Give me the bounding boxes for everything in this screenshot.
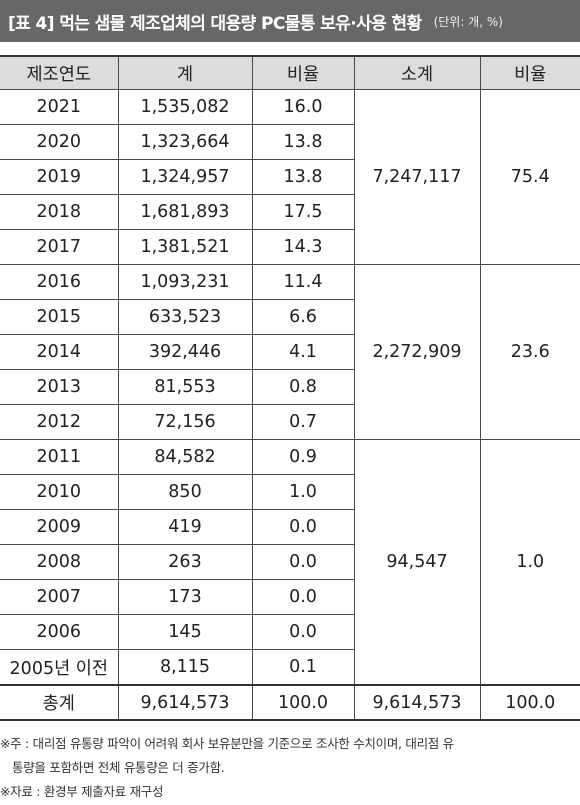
year-cell: 2007 <box>0 579 119 615</box>
ratio-cell: 13.8 <box>251 124 354 160</box>
col-header-count: 계 <box>117 55 253 90</box>
count-cell: 145 <box>117 614 253 650</box>
year-cell: 2016 <box>0 264 119 300</box>
ratio-cell: 4.1 <box>251 334 354 370</box>
group-subtotal-cell: 94,547 <box>353 439 481 686</box>
year-cell: 2011 <box>0 439 119 475</box>
ratio-cell: 11.4 <box>251 264 355 300</box>
table-row: 2008 263 0.0 <box>0 544 580 580</box>
table-notes: ※주 : 대리점 유통량 파악이 어려워 회사 보유분만을 기준으로 조사한 수… <box>0 732 580 804</box>
group-ratio-cell: 23.6 <box>479 264 580 440</box>
group-subtotal-cell: 2,272,909 <box>353 264 481 440</box>
ratio-cell: 0.7 <box>251 404 354 440</box>
ratio-cell: 0.1 <box>251 649 354 686</box>
ratio-cell: 17.5 <box>251 194 354 230</box>
count-cell: 1,535,082 <box>117 89 253 125</box>
ratio-cell: 0.0 <box>251 579 354 615</box>
col-header-ratio: 비율 <box>251 55 355 90</box>
year-cell: 2021 <box>0 89 119 125</box>
count-cell: 633,523 <box>117 299 253 335</box>
year-cell: 2008 <box>0 544 119 580</box>
count-cell: 419 <box>117 509 253 545</box>
table-title-bar: [표 4] 먹는 샘물 제조업체의 대용량 PC물통 보유·사용 현황 (단위:… <box>0 0 580 42</box>
table-row: 2017 1,381,521 14.3 <box>0 229 580 265</box>
table-row: 2020 1,323,664 13.8 <box>0 124 580 160</box>
ratio-cell: 0.0 <box>251 509 354 545</box>
table-row: 2005년 이전 8,115 0.1 <box>0 649 580 686</box>
year-cell: 2009 <box>0 509 119 545</box>
table-row: 2021 1,535,082 16.0 7,247,117 75.4 <box>0 89 580 265</box>
year-cell: 2017 <box>0 229 119 265</box>
year-cell: 2006 <box>0 614 119 650</box>
note-line-2: 통량을 포함하면 전체 유통량은 더 증가함. <box>12 760 225 775</box>
note-line-1: ※주 : 대리점 유통량 파악이 어려워 회사 보유분만을 기준으로 조사한 수… <box>0 736 454 751</box>
pc-bottle-table: 제조연도 계 비율 소계 비율 2021 1,535,082 16.0 7,24… <box>0 55 580 721</box>
ratio-cell: 16.0 <box>251 89 355 125</box>
count-cell: 173 <box>117 579 253 615</box>
total-count: 9,614,573 <box>117 684 253 721</box>
count-cell: 81,553 <box>117 369 253 405</box>
col-header-subtotal-ratio: 비율 <box>479 55 580 90</box>
year-cell: 2013 <box>0 369 119 405</box>
year-cell: 2020 <box>0 124 119 160</box>
ratio-cell: 1.0 <box>251 474 354 510</box>
count-cell: 1,093,231 <box>117 264 253 300</box>
ratio-cell: 0.0 <box>251 544 354 580</box>
group-ratio-cell: 1.0 <box>479 439 580 686</box>
year-cell: 2012 <box>0 404 119 440</box>
group-subtotal-cell: 7,247,117 <box>353 89 481 265</box>
year-cell: 2018 <box>0 194 119 230</box>
source-note: ※자료 : 환경부 제출자료 재구성 <box>0 784 164 799</box>
count-cell: 1,324,957 <box>117 159 253 195</box>
count-cell: 84,582 <box>117 439 253 475</box>
total-label: 총계 <box>0 684 119 721</box>
unit-label: (단위: 개, %) <box>433 14 503 29</box>
year-cell: 2014 <box>0 334 119 370</box>
ratio-cell: 0.8 <box>251 369 354 405</box>
table-row: 2013 81,553 0.8 <box>0 369 580 405</box>
group-ratio-cell: 75.4 <box>479 89 580 265</box>
year-cell: 2010 <box>0 474 119 510</box>
ratio-cell: 0.9 <box>251 439 355 475</box>
table-row: 2012 72,156 0.7 <box>0 404 580 440</box>
total-subtotal: 9,614,573 <box>353 684 481 721</box>
ratio-cell: 0.0 <box>251 614 354 650</box>
count-cell: 850 <box>117 474 253 510</box>
year-cell: 2019 <box>0 159 119 195</box>
col-header-year: 제조연도 <box>0 55 119 90</box>
table-row: 2019 1,324,957 13.8 <box>0 159 580 195</box>
count-cell: 1,323,664 <box>117 124 253 160</box>
count-cell: 1,381,521 <box>117 229 253 265</box>
table-row: 2010 850 1.0 <box>0 474 580 510</box>
table-row: 2016 1,093,231 11.4 2,272,909 23.6 <box>0 264 580 440</box>
count-cell: 1,681,893 <box>117 194 253 230</box>
total-ratio: 100.0 <box>251 684 355 721</box>
count-cell: 72,156 <box>117 404 253 440</box>
total-row: 총계 9,614,573 100.0 9,614,573 100.0 <box>0 684 580 721</box>
table-row: 2007 173 0.0 <box>0 579 580 615</box>
table-row: 2006 145 0.0 <box>0 614 580 650</box>
table-header-row: 제조연도 계 비율 소계 비율 <box>0 55 580 90</box>
ratio-cell: 13.8 <box>251 159 354 195</box>
year-cell: 2005년 이전 <box>0 649 119 686</box>
total-subtotal-ratio: 100.0 <box>479 684 580 721</box>
year-cell: 2015 <box>0 299 119 335</box>
ratio-cell: 14.3 <box>251 229 354 265</box>
table-title: [표 4] 먹는 샘물 제조업체의 대용량 PC물통 보유·사용 현황 <box>8 13 422 34</box>
count-cell: 8,115 <box>117 649 253 686</box>
count-cell: 263 <box>117 544 253 580</box>
table-row: 2011 84,582 0.9 94,547 1.0 <box>0 439 580 686</box>
count-cell: 392,446 <box>117 334 253 370</box>
table-row: 2009 419 0.0 <box>0 509 580 545</box>
ratio-cell: 6.6 <box>251 299 354 335</box>
col-header-subtotal: 소계 <box>353 55 481 90</box>
